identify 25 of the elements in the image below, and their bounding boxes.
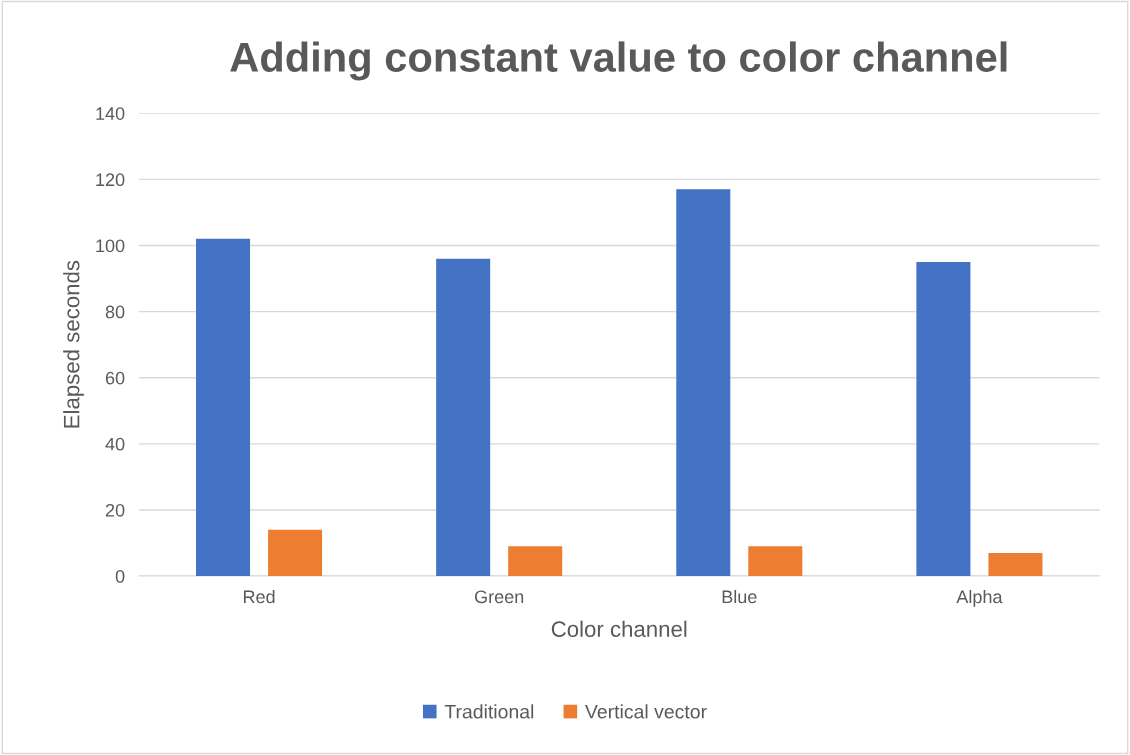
- x-tick-label: Green: [475, 590, 524, 604]
- x-tick-label: Red: [243, 589, 275, 604]
- x-axis-title: Color channel: [551, 620, 687, 637]
- bar: [988, 552, 1043, 577]
- y-axis-title: Elapsed seconds: [63, 260, 84, 428]
- y-tick-label: 20: [105, 503, 125, 517]
- y-tick-label: 60: [105, 371, 125, 385]
- x-tick-label: Blue: [722, 589, 757, 604]
- y-tick-label: 140: [96, 107, 125, 120]
- bar: [268, 529, 323, 577]
- legend-label: Vertical vector: [585, 704, 707, 719]
- y-tick-label: 40: [105, 437, 125, 451]
- bar: [508, 546, 563, 577]
- y-tick-label: 0: [115, 570, 125, 583]
- bar: [676, 189, 731, 577]
- bar: [916, 262, 971, 577]
- legend-label: Traditional: [444, 704, 534, 719]
- bar: [436, 258, 491, 577]
- bar: [196, 238, 251, 577]
- x-tick-label: Alpha: [956, 589, 1003, 607]
- chart-title: Adding constant value to color channel: [230, 41, 1007, 81]
- y-tick-label: 80: [105, 305, 125, 319]
- bar: [748, 546, 803, 577]
- y-tick-label: 100: [96, 239, 125, 253]
- y-tick-label: 120: [96, 173, 125, 187]
